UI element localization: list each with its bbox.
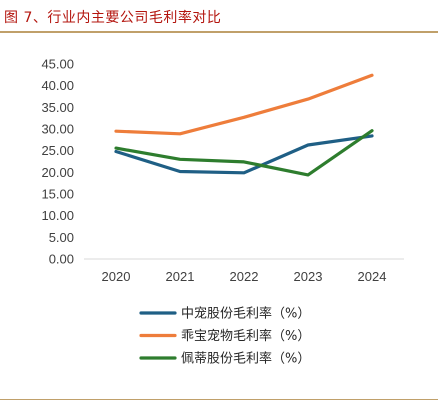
data-point <box>178 170 181 173</box>
legend-label: 乖宝宠物毛利率（%） <box>181 328 310 344</box>
legend-label: 佩蒂股份毛利率（%） <box>181 351 310 367</box>
data-point <box>306 143 309 146</box>
y-tick-label: 35.00 <box>41 100 74 115</box>
data-point <box>306 98 309 101</box>
y-tick-label: 5.00 <box>49 230 74 245</box>
data-point <box>242 116 245 119</box>
x-tick-label: 2024 <box>358 269 387 284</box>
data-point <box>178 132 181 135</box>
x-tick-label: 2023 <box>294 269 323 284</box>
legend-label: 中宠股份毛利率（%） <box>181 306 310 322</box>
series-line-1 <box>114 134 374 175</box>
data-point <box>370 129 373 132</box>
data-point <box>178 158 181 161</box>
data-point <box>370 134 373 137</box>
y-tick-label: 10.00 <box>41 208 74 223</box>
data-point <box>114 130 117 133</box>
figure-title: 图 7、行业内主要公司毛利率对比 <box>4 10 222 26</box>
x-tick-label: 2021 <box>166 269 195 284</box>
y-tick-label: 0.00 <box>49 252 74 267</box>
data-point <box>114 150 117 153</box>
y-tick-label: 40.00 <box>41 78 74 93</box>
title-divider <box>0 31 438 33</box>
series-line-2 <box>114 73 374 136</box>
data-point <box>114 146 117 149</box>
y-tick-label: 25.00 <box>41 143 74 158</box>
data-point <box>306 173 309 176</box>
data-point <box>242 171 245 174</box>
y-tick-label: 15.00 <box>41 187 74 202</box>
series-line-3 <box>114 129 374 177</box>
y-tick-label: 30.00 <box>41 122 74 137</box>
x-tick-label: 2022 <box>230 269 259 284</box>
data-point <box>370 74 373 77</box>
data-point <box>242 160 245 163</box>
y-tick-label: 45.00 <box>41 57 74 72</box>
x-tick-label: 2020 <box>102 269 131 284</box>
y-tick-label: 20.00 <box>41 165 74 180</box>
